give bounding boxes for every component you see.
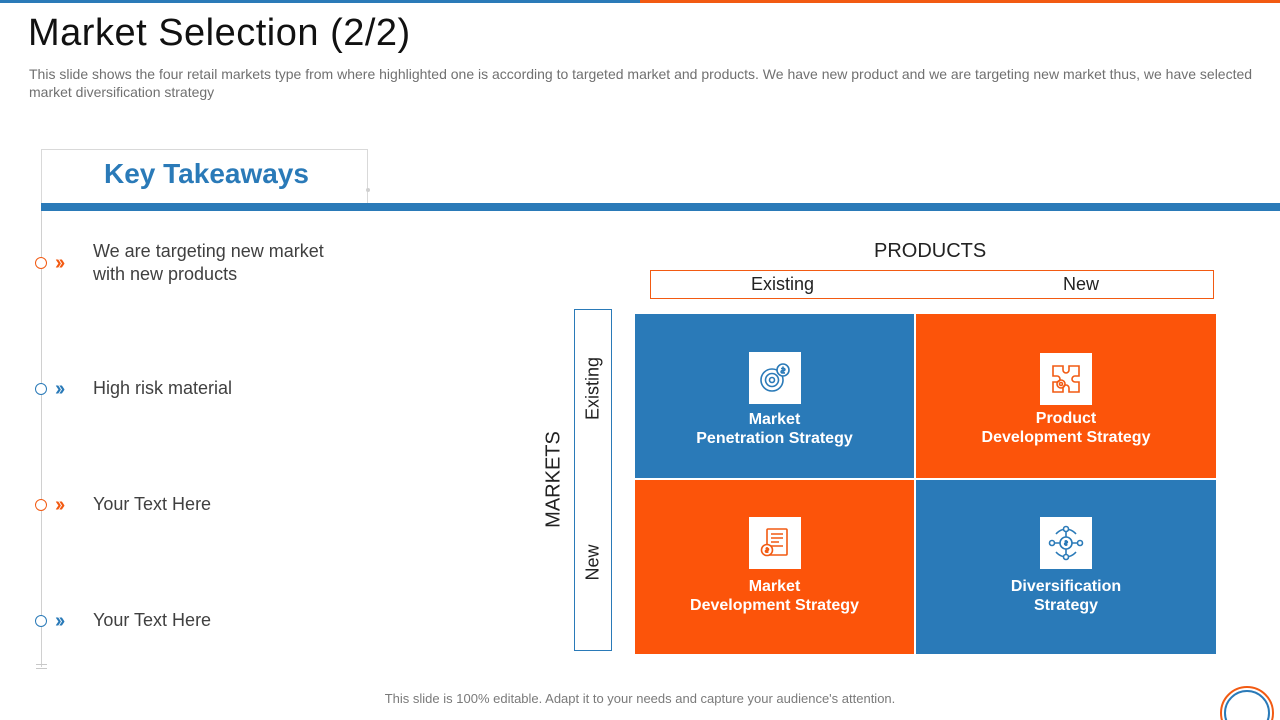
top-accent-bar-orange (640, 0, 1280, 3)
cell-label: Product Development Strategy (981, 410, 1151, 446)
key-takeaways-tab (41, 149, 368, 205)
timeline-node (35, 499, 47, 511)
row-existing-label: Existing (582, 356, 603, 421)
puzzle-gear-icon (1040, 353, 1092, 405)
document-chart-icon (748, 517, 801, 569)
row-new-label: New (582, 544, 603, 581)
double-chevron-right-icon: ›› (55, 252, 65, 274)
cell-market-development: Market Development Strategy (635, 480, 914, 654)
cell-market-penetration: Market Penetration Strategy (635, 314, 914, 478)
timeline-end-mark (36, 668, 47, 669)
cell-label: Market Development Strategy (690, 578, 859, 614)
timeline-node (35, 615, 47, 627)
double-chevron-right-icon: ›› (55, 378, 65, 400)
column-new-label: New (1063, 274, 1100, 294)
key-takeaways-heading: Key Takeaways (104, 158, 309, 189)
cell-diversification: Diversification Strategy (916, 480, 1216, 654)
column-existing-label: Existing (751, 274, 815, 294)
takeaway-item-2: High risk material (93, 378, 233, 398)
page-title: Market Selection (2/2) (28, 12, 411, 54)
footer-note: This slide is 100% editable. Adapt it to… (384, 691, 896, 706)
takeaway-item-3: Your Text Here (93, 494, 212, 514)
cell-label: Market Penetration Strategy (696, 411, 853, 447)
timeline-node (35, 257, 47, 269)
page-subtitle: This slide shows the four retail markets… (29, 66, 1253, 100)
products-axis-label: PRODUCTS (874, 240, 987, 262)
target-dollar-icon (748, 352, 801, 404)
diversification-circle-icon (1040, 517, 1092, 569)
double-chevron-right-icon: ›› (55, 494, 65, 516)
timeline-line (41, 211, 42, 667)
takeaway-item-4: Your Text Here (93, 610, 212, 630)
double-chevron-right-icon: ›› (55, 610, 65, 632)
products-header-box (650, 270, 1214, 299)
key-takeaways-bar (41, 203, 1280, 211)
timeline-node (35, 383, 47, 395)
markets-header-box (574, 309, 612, 651)
timeline-end-mark (36, 664, 47, 665)
takeaway-item-1: We are targeting new market with new pro… (93, 241, 324, 284)
top-accent-bar-blue (0, 0, 640, 3)
tab-dot (366, 188, 370, 192)
cell-label: Diversification Strategy (1010, 578, 1122, 614)
markets-axis-label: MARKETS (542, 431, 565, 528)
cell-product-development: Product Development Strategy (916, 314, 1216, 478)
